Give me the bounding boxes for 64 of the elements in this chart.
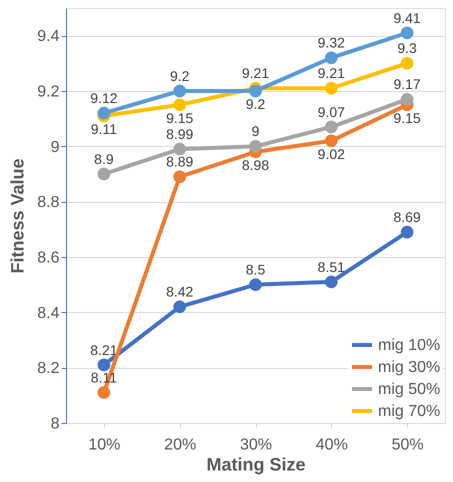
point [400,226,414,238]
legend-label: mig 70% [378,403,440,420]
y-tick-label: 8 [50,416,60,432]
y-tick-label: 8.8 [37,194,60,212]
point [400,57,414,70]
data-label: 9.32 [318,34,346,51]
point [249,140,262,153]
data-label: 9 [252,123,260,140]
y-tick-label: 8.4 [37,304,60,322]
y-tick-label: 8.6 [37,250,60,266]
point [173,142,186,156]
y-axis-title: Fitness Value [7,158,28,274]
data-label: 8.69 [393,208,421,225]
point [173,300,186,314]
data-label: 8.9 [94,150,114,167]
point [400,26,414,40]
legend-label: mig 30% [378,359,440,376]
data-label: 9.41 [393,10,421,26]
point [98,168,110,180]
data-label: 9.17 [393,76,421,92]
data-label: 9.02 [318,146,346,162]
data-label: 8.98 [242,156,270,173]
x-tick-label: 40% [316,436,348,454]
point [173,98,186,112]
legend-label: mig 50% [378,381,440,398]
data-label: 8.42 [166,284,194,300]
point [249,278,262,291]
y-tick-label: 9.4 [37,28,60,46]
data-label: 9.2 [246,96,266,112]
x-tick-label: 10% [88,436,120,454]
data-label: 9.2 [170,68,190,84]
point [324,51,338,64]
data-label: 9.3 [397,40,418,56]
point [324,276,338,288]
point [98,358,110,372]
data-label: 9.11 [90,121,118,138]
data-label: 8.89 [166,154,194,170]
data-label: 9.21 [318,65,346,82]
data-label: 8.5 [246,262,266,278]
point [249,84,262,98]
data-label: 9.12 [90,90,118,106]
x-tick-label: 20% [164,436,196,454]
point [324,134,338,148]
y-tick-label: 8.2 [37,360,60,378]
data-label: 8.99 [166,126,194,142]
data-label: 8.21 [90,342,118,358]
point [324,120,338,134]
point [98,386,110,399]
data-label: 9.15 [393,110,421,126]
y-tick-label: 9 [50,138,60,156]
data-label: 8.51 [318,258,346,275]
x-axis-title: Mating Size [206,454,306,474]
point [98,106,110,120]
point [400,92,414,106]
point [173,84,186,98]
legend-label: mig 10% [378,337,440,354]
data-label: 9.15 [166,110,194,126]
x-tick-label: 30% [240,436,272,454]
point [173,170,186,184]
y-tick-label: 9.2 [37,84,60,100]
point [324,82,338,95]
data-label: 9.07 [318,104,346,120]
x-tick-label: 50% [392,436,424,454]
data-label: 9.21 [242,65,270,82]
